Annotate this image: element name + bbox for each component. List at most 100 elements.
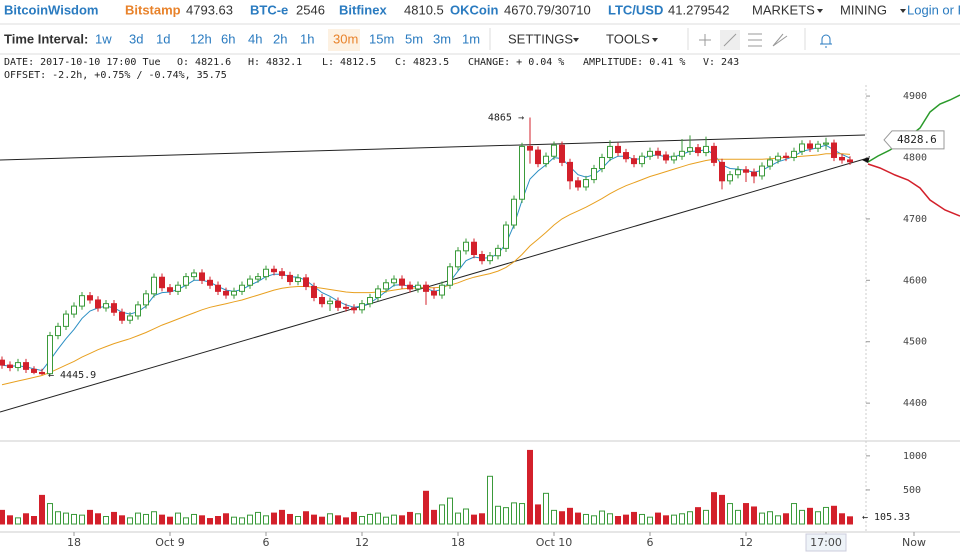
market-price: 2546 [296, 2, 325, 17]
volume-bar [239, 517, 245, 525]
interval-button[interactable]: 3m [433, 31, 451, 46]
market-name[interactable]: LTC/USD [608, 2, 663, 17]
x-tick-label: 12 [355, 536, 369, 549]
menu-item[interactable]: MINING [840, 2, 887, 17]
line-icon[interactable] [723, 33, 737, 47]
brand[interactable]: BitcoinWisdom [4, 2, 99, 17]
low-label: ← 4445.9 [48, 370, 96, 381]
volume-bar [687, 511, 693, 525]
volume-bar [543, 492, 549, 525]
volume-bar [775, 515, 781, 525]
interval-button[interactable]: 4h [248, 31, 262, 46]
menu-item[interactable]: MARKETS [752, 2, 815, 17]
candle-body [567, 161, 573, 182]
volume-bar [559, 511, 565, 525]
candle-body [583, 179, 589, 188]
x-tick-label: Oct 10 [536, 536, 573, 549]
market-name[interactable]: Bitfinex [339, 2, 387, 17]
volume-bar [247, 514, 253, 525]
interval-button[interactable]: 1m [462, 31, 480, 46]
volume-bar [671, 514, 677, 525]
market-name[interactable]: BTC-e [250, 2, 288, 17]
login-link[interactable]: Login or R [907, 2, 960, 17]
candle-body [671, 155, 677, 161]
candle-body [239, 284, 245, 292]
volume-bar [87, 509, 93, 525]
trend-line[interactable] [0, 157, 869, 413]
volume-bar [199, 515, 205, 525]
tools-button[interactable]: TOOLS [606, 31, 650, 46]
caret [573, 38, 579, 42]
volume-bar [495, 505, 501, 525]
caret [652, 38, 658, 42]
crosshair-icon[interactable] [699, 34, 711, 46]
candle-body [823, 142, 829, 145]
interval-button[interactable]: 1d [156, 31, 170, 46]
interval-button[interactable]: 1h [300, 31, 314, 46]
info-item: C: 4823.5 [395, 57, 449, 68]
volume-bar [847, 516, 853, 525]
volume-bar [479, 513, 485, 525]
candle-body [183, 276, 189, 286]
volume-bar [447, 497, 453, 525]
interval-button[interactable]: 1w [95, 31, 112, 46]
interval-button[interactable]: 3d [129, 31, 143, 46]
fan-icon[interactable] [772, 33, 788, 47]
candle-body [631, 158, 637, 165]
volume-bar [599, 510, 605, 525]
candle-body [815, 143, 821, 149]
volume-bar [639, 513, 645, 525]
volume-bar [183, 517, 189, 525]
candle-body [15, 362, 21, 369]
interval-button[interactable]: 15m [369, 31, 394, 46]
candle-body [135, 304, 141, 317]
volume-bar [383, 516, 389, 525]
fib-icon[interactable] [748, 33, 762, 47]
candle-body [87, 295, 93, 301]
candle-body [263, 268, 269, 278]
volume-bar [71, 513, 77, 525]
market-name[interactable]: Bitstamp [125, 2, 181, 17]
candle-body [311, 285, 317, 299]
interval-button[interactable]: 12h [190, 31, 212, 46]
settings-button[interactable]: SETTINGS [508, 31, 573, 46]
volume-tick-label: 1000 [903, 451, 927, 462]
candle-body [615, 145, 621, 154]
volume-bar [343, 517, 349, 525]
interval-button[interactable]: 30m [333, 31, 358, 46]
interval-button[interactable]: 6h [221, 31, 235, 46]
volume-bar [223, 513, 229, 525]
caret [817, 9, 823, 13]
candle-body [839, 156, 845, 161]
market-name[interactable]: OKCoin [450, 2, 498, 17]
volume-bar [471, 514, 477, 525]
candle-body [607, 145, 613, 158]
volume-bar [511, 502, 517, 525]
candle-body [367, 297, 373, 305]
volume-bar [703, 509, 709, 525]
price-box-label: 4828.6 [897, 133, 937, 146]
candle-body [415, 284, 421, 290]
candle-body [767, 159, 773, 167]
alert-icon[interactable] [820, 34, 832, 48]
volume-bar [551, 509, 557, 525]
volume-bar [55, 511, 61, 525]
interval-button[interactable]: 2h [273, 31, 287, 46]
draw-tools[interactable] [699, 30, 832, 50]
volume-label: ← 105.33 [862, 512, 910, 523]
volume-bar [0, 509, 5, 525]
volume-bar [727, 503, 733, 525]
moving-average [1, 153, 851, 386]
volume-bar [119, 515, 125, 525]
volume-bar [335, 515, 341, 525]
trend-line[interactable] [0, 134, 866, 161]
candle-body [527, 145, 533, 151]
volume-bar [279, 509, 285, 525]
candle-body [775, 155, 781, 161]
volume-bar [783, 513, 789, 525]
candle-body [295, 277, 301, 283]
interval-button[interactable]: 5m [405, 31, 423, 46]
candle-body [783, 155, 789, 158]
volume-bar [807, 507, 813, 525]
candle-body [479, 254, 485, 262]
